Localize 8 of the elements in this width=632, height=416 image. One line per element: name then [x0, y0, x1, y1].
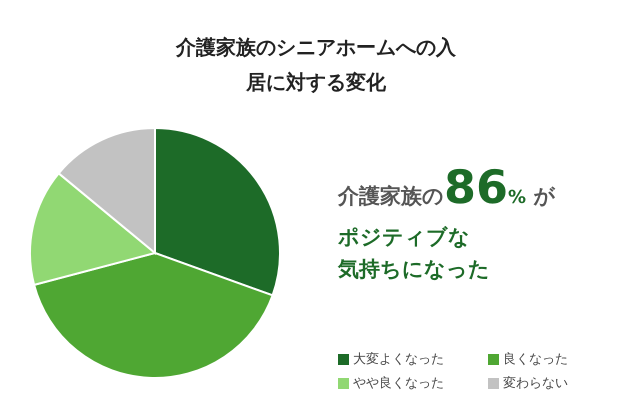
text: ポジティブな [338, 224, 471, 251]
legend-label: 大変よくなった [352, 351, 445, 368]
text: 気持ちになった [338, 256, 491, 282]
legend-label: やや良くなった [352, 375, 445, 392]
text: 介護家族の86% が [338, 160, 556, 214]
legend-label: 良くなった [502, 351, 569, 368]
legend-label: 変わらない [502, 375, 569, 392]
chart-title: 介護家族のシニアホームへの入居に対する変化 [176, 34, 456, 96]
